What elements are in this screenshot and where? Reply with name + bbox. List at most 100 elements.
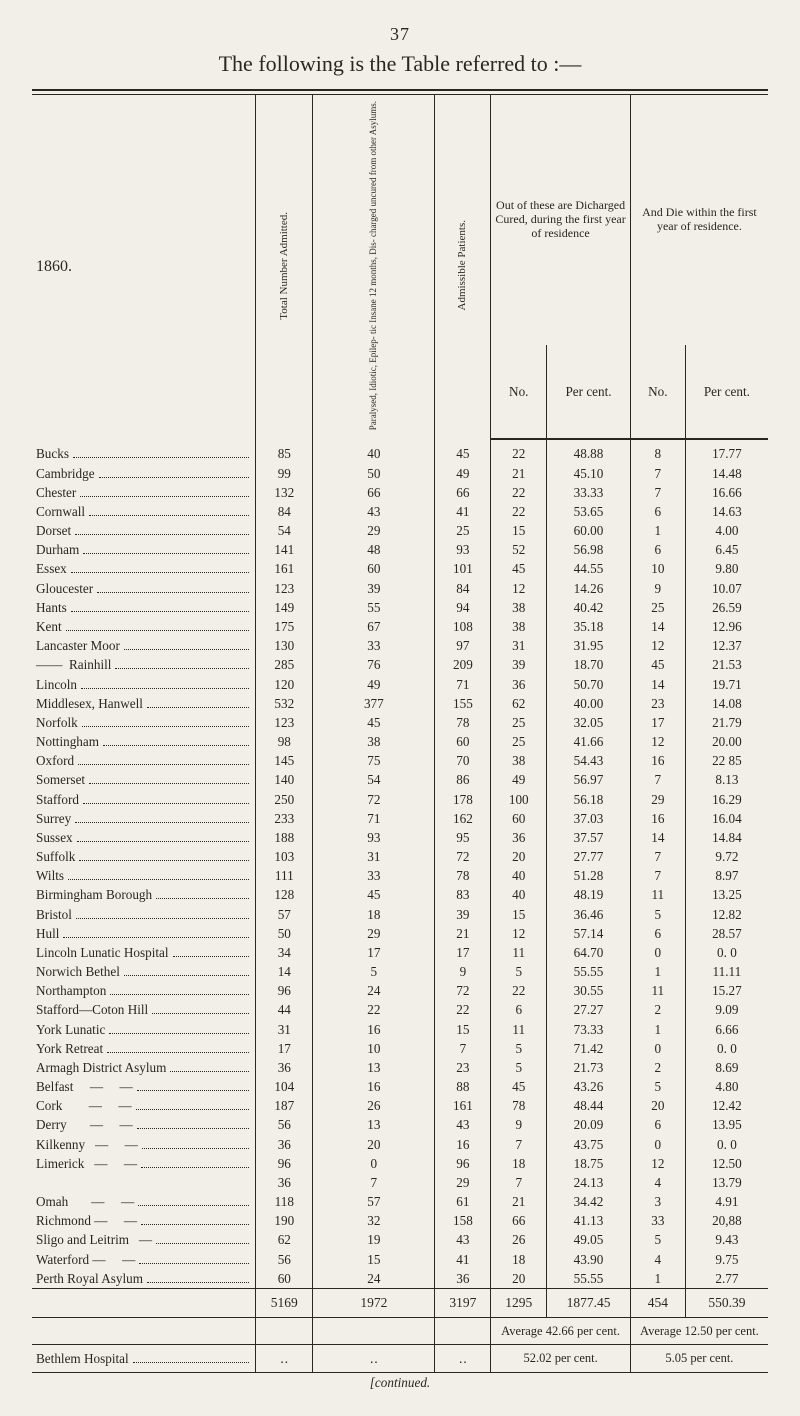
cell: 14.08 [685, 694, 768, 713]
cell: 60.00 [547, 521, 631, 540]
cell: 14.48 [685, 464, 768, 483]
cell: 33 [313, 866, 435, 885]
cell: 27.27 [547, 1000, 631, 1019]
cell: 6 [630, 924, 685, 943]
cell: 40 [491, 866, 547, 885]
table-row: York Lunatic3116151173.3316.66 [32, 1020, 768, 1039]
cell: 41 [435, 502, 491, 521]
cell: 145 [256, 751, 313, 770]
cell: 16 [630, 809, 685, 828]
table-row: Surrey233711626037.031616.04 [32, 809, 768, 828]
cell: 161 [256, 559, 313, 578]
cell: 3 [630, 1192, 685, 1211]
cell: 13 [313, 1115, 435, 1134]
bethlem-die: 5.05 per cent. [630, 1344, 768, 1372]
row-label: Gloucester [32, 579, 256, 598]
cell: 34.42 [547, 1192, 631, 1211]
cell: 29 [313, 924, 435, 943]
cell: 20 [630, 1096, 685, 1115]
cell: 20 [491, 847, 547, 866]
cell: 17 [630, 713, 685, 732]
cell: 39 [435, 905, 491, 924]
total-b: 1972 [313, 1289, 435, 1318]
cell: 9 [630, 579, 685, 598]
table-row: Northampton9624722230.551115.27 [32, 981, 768, 1000]
cell: 25 [630, 598, 685, 617]
cell: 50 [256, 924, 313, 943]
cell: 11 [491, 1020, 547, 1039]
cell: 61 [435, 1192, 491, 1211]
table-row: Lincoln12049713650.701419.71 [32, 675, 768, 694]
table-row: Sussex18893953637.571414.84 [32, 828, 768, 847]
row-label: Belfast — — [32, 1077, 256, 1096]
cell: 123 [256, 579, 313, 598]
cell: 10 [313, 1039, 435, 1058]
row-label: Somerset [32, 770, 256, 789]
cell: 1 [630, 962, 685, 981]
cell: 9.72 [685, 847, 768, 866]
cell: 54.43 [547, 751, 631, 770]
cell: 22 [313, 1000, 435, 1019]
cell: 33 [313, 636, 435, 655]
cell: 5 [491, 962, 547, 981]
cell: 26.59 [685, 598, 768, 617]
cell: 50.70 [547, 675, 631, 694]
cell: 12 [630, 1154, 685, 1173]
cell: 54 [256, 521, 313, 540]
table-row: Chester13266662233.33716.66 [32, 483, 768, 502]
row-label: Sussex [32, 828, 256, 847]
cell: 175 [256, 617, 313, 636]
row-label: Richmond — — [32, 1211, 256, 1230]
cell: 44.55 [547, 559, 631, 578]
cell: 0. 0 [685, 943, 768, 962]
cell: 51.28 [547, 866, 631, 885]
cell: 16 [630, 751, 685, 770]
cell: 5 [630, 1077, 685, 1096]
table-row: Birmingham Borough12845834048.191113.25 [32, 885, 768, 904]
cell: 45 [491, 559, 547, 578]
cell: 72 [435, 981, 491, 1000]
table-row: Armagh District Asylum361323521.7328.69 [32, 1058, 768, 1077]
row-label: Surrey [32, 809, 256, 828]
cell: 62 [256, 1230, 313, 1249]
cell: 17 [256, 1039, 313, 1058]
cell: 72 [313, 790, 435, 809]
cell: 11 [630, 885, 685, 904]
cell: 9.80 [685, 559, 768, 578]
cell: 36 [491, 675, 547, 694]
cell: 56 [256, 1250, 313, 1269]
table-row: Richmond — —190321586641.133320,88 [32, 1211, 768, 1230]
row-label: Durham [32, 540, 256, 559]
cell: 49 [435, 464, 491, 483]
cell: 132 [256, 483, 313, 502]
cell: 37.57 [547, 828, 631, 847]
table-row: Oxford14575703854.431622 85 [32, 751, 768, 770]
cell: 96 [435, 1154, 491, 1173]
cell: 67 [313, 617, 435, 636]
cell: 88 [435, 1077, 491, 1096]
cell: 53.65 [547, 502, 631, 521]
total-d: 1295 [491, 1289, 547, 1318]
col-admissible: Admissible Patients. [435, 95, 491, 439]
cell: 11 [630, 981, 685, 1000]
total-f: 454 [630, 1289, 685, 1318]
table-row: Norfolk12345782532.051721.79 [32, 713, 768, 732]
cell: 377 [313, 694, 435, 713]
row-label: York Retreat [32, 1039, 256, 1058]
row-label: York Lunatic [32, 1020, 256, 1039]
bethlem-out: 52.02 per cent. [491, 1344, 631, 1372]
cell: 31.95 [547, 636, 631, 655]
cell: 21 [491, 464, 547, 483]
cell: 24.13 [547, 1173, 631, 1192]
cell: 16.04 [685, 809, 768, 828]
cell: 5 [491, 1058, 547, 1077]
cell: 7 [313, 1173, 435, 1192]
cell: 14.84 [685, 828, 768, 847]
cell: 83 [435, 885, 491, 904]
cell: 43 [435, 1230, 491, 1249]
cell: 13.95 [685, 1115, 768, 1134]
cell: 285 [256, 655, 313, 674]
cell: 49 [313, 675, 435, 694]
row-label: Hull [32, 924, 256, 943]
cell: 31 [313, 847, 435, 866]
